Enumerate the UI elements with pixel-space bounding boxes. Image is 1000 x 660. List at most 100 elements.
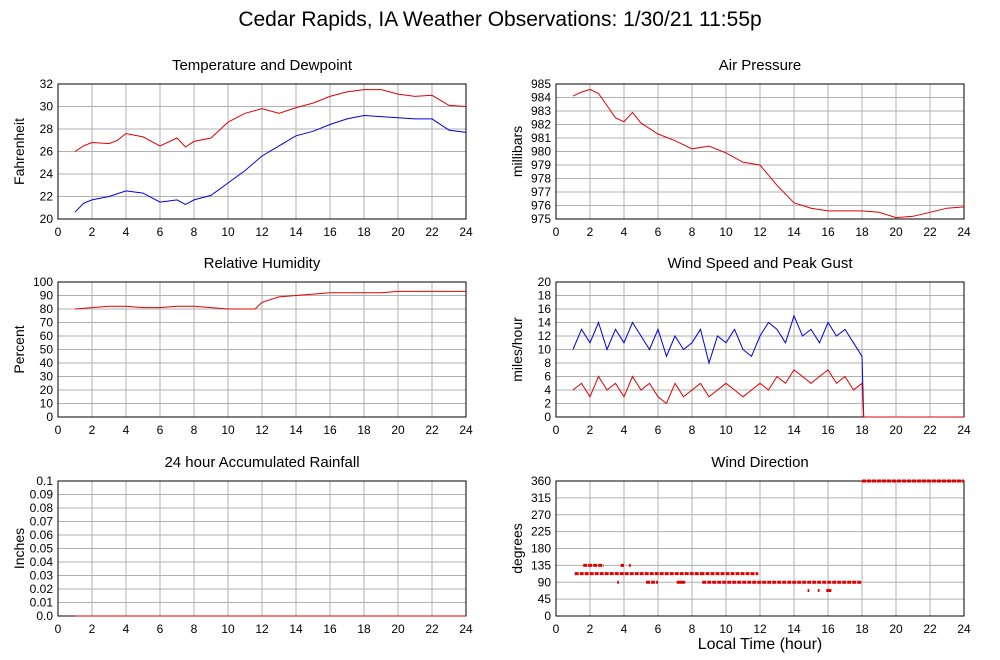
y-tick-label: 978	[531, 172, 551, 186]
x-tick-label: 2	[587, 423, 594, 437]
y-axis-label: Inches	[11, 528, 27, 569]
plot-frame	[555, 281, 965, 418]
chart-title: Temperature and Dewpoint	[172, 57, 353, 74]
series-line	[74, 290, 466, 310]
x-tick-label: 10	[221, 423, 235, 437]
x-tick-label: 12	[753, 423, 767, 437]
y-tick-label: 0.02	[30, 582, 54, 596]
plot-frame	[57, 83, 467, 220]
x-tick-label: 8	[689, 423, 696, 437]
x-tick-label: 14	[787, 225, 801, 239]
y-tick-label: 70	[40, 316, 54, 330]
x-tick-label: 20	[391, 423, 405, 437]
y-tick-label: 983	[531, 104, 551, 118]
y-tick-label: 6	[544, 370, 551, 384]
y-tick-label: 360	[531, 474, 551, 488]
x-tick-label: 24	[957, 225, 971, 239]
y-tick-label: 315	[531, 491, 551, 505]
x-tick-label: 14	[289, 423, 303, 437]
x-tick-label: 0	[55, 423, 62, 437]
x-tick-label: 2	[587, 225, 594, 239]
x-tick-label: 6	[157, 622, 164, 636]
y-tick-label: 976	[531, 199, 551, 213]
x-tick-label: 12	[255, 622, 269, 636]
y-tick-label: 0.07	[30, 515, 54, 529]
y-tick-label: 225	[531, 525, 551, 539]
x-tick-label: 6	[655, 423, 662, 437]
y-tick-label: 22	[40, 190, 54, 204]
y-tick-label: 8	[544, 356, 551, 370]
x-tick-label: 16	[821, 225, 835, 239]
x-tick-label: 24	[957, 622, 971, 636]
y-tick-label: 975	[531, 212, 551, 226]
x-tick-label: 2	[89, 225, 96, 239]
y-tick-label: 0.06	[30, 528, 54, 542]
y-tick-label: 0	[46, 410, 53, 424]
x-tick-label: 16	[821, 423, 835, 437]
x-tick-label: 24	[459, 622, 473, 636]
x-tick-label: 6	[655, 622, 662, 636]
x-tick-label: 24	[957, 423, 971, 437]
y-tick-label: 12	[538, 329, 552, 343]
x-tick-label: 22	[923, 225, 937, 239]
y-axis-label: degrees	[509, 523, 525, 574]
y-tick-label: 16	[538, 302, 552, 316]
x-tick-label: 8	[689, 225, 696, 239]
y-tick-label: 40	[40, 356, 54, 370]
y-tick-label: 90	[40, 289, 54, 303]
x-tick-label: 22	[425, 225, 439, 239]
plot-frame	[555, 83, 965, 220]
y-tick-label: 60	[40, 329, 54, 343]
x-tick-label: 4	[621, 423, 628, 437]
y-tick-label: 4	[544, 383, 551, 397]
x-tick-label: 16	[323, 225, 337, 239]
series-line	[572, 369, 964, 418]
x-tick-label: 20	[391, 225, 405, 239]
plot-frame	[555, 480, 965, 617]
y-tick-label: 18	[538, 289, 552, 303]
y-tick-label: 80	[40, 302, 54, 316]
x-tick-label: 14	[787, 622, 801, 636]
chart-title: Air Pressure	[719, 57, 802, 74]
x-tick-label: 12	[753, 225, 767, 239]
y-tick-label: 10	[538, 343, 552, 357]
y-axis-label: millibars	[509, 126, 525, 177]
x-tick-label: 18	[357, 423, 371, 437]
y-tick-label: 14	[538, 316, 552, 330]
x-tick-label: 22	[923, 622, 937, 636]
x-tick-label: 8	[191, 622, 198, 636]
series-line	[74, 89, 467, 152]
x-tick-label: 24	[459, 423, 473, 437]
x-tick-label: 16	[821, 622, 835, 636]
y-tick-label: 0	[544, 410, 551, 424]
y-tick-label: 28	[40, 122, 54, 136]
x-tick-label: 18	[855, 622, 869, 636]
x-tick-label: 4	[621, 225, 628, 239]
y-tick-label: 20	[538, 275, 552, 289]
plot-frame	[57, 281, 467, 418]
x-tick-label: 18	[357, 622, 371, 636]
x-tick-label: 16	[323, 423, 337, 437]
y-tick-label: 24	[40, 167, 54, 181]
x-tick-label: 18	[357, 225, 371, 239]
series-line	[572, 314, 964, 418]
y-tick-label: 270	[531, 508, 551, 522]
x-tick-label: 2	[89, 622, 96, 636]
y-tick-label: 979	[531, 158, 551, 172]
x-tick-label: 0	[553, 423, 560, 437]
y-tick-label: 2	[544, 397, 551, 411]
y-tick-label: 0.08	[30, 501, 54, 515]
x-tick-label: 14	[289, 622, 303, 636]
x-tick-label: 0	[553, 622, 560, 636]
x-tick-label: 18	[855, 423, 869, 437]
x-tick-label: 22	[923, 423, 937, 437]
y-axis-label: miles/hour	[509, 317, 525, 382]
x-tick-label: 4	[123, 423, 130, 437]
y-tick-label: 180	[531, 542, 551, 556]
y-tick-label: 0.03	[30, 569, 54, 583]
